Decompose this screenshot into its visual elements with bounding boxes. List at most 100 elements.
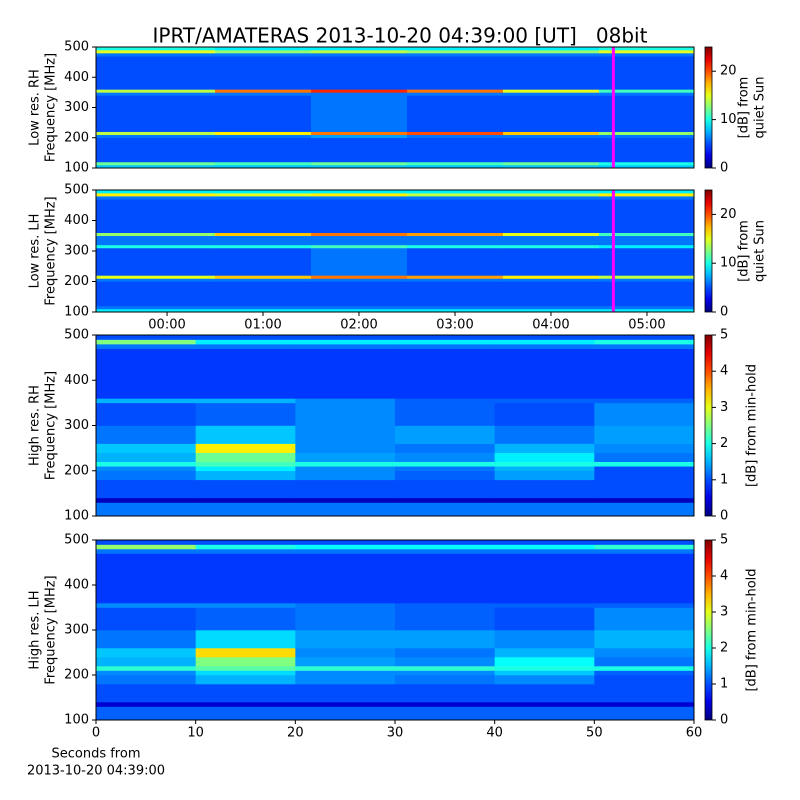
x-axis-label: Seconds from [51, 747, 140, 762]
heatmap-cell [215, 89, 312, 93]
heatmap-cell [594, 540, 695, 545]
heatmap-cell [598, 131, 695, 136]
heatmap-cell [406, 50, 504, 54]
heatmap-cell [406, 92, 504, 96]
heatmap-cell [295, 502, 396, 517]
heatmap-cell [311, 161, 408, 166]
heatmap-cell [406, 275, 504, 279]
x-tick-label: 02:00 [340, 318, 377, 333]
heatmap-cell [406, 56, 504, 90]
heatmap-cell [311, 134, 408, 139]
heatmap-cell [502, 275, 600, 279]
heatmap-cell [311, 190, 408, 194]
colorbar-tick-label: 3 [720, 400, 728, 415]
heatmap-cell [215, 190, 312, 194]
colorbar-tick-label: 0 [720, 305, 728, 320]
heatmap-cell [96, 666, 197, 671]
x-tick-label: 60 [686, 726, 703, 741]
heatmap-cell [295, 702, 396, 707]
heatmap-cell [215, 134, 312, 139]
heatmap-cell [395, 452, 496, 462]
heatmap-cell [494, 607, 595, 631]
colorbar-tick-label: 2 [720, 641, 728, 656]
heatmap-cell [406, 232, 504, 237]
heatmap-cell [594, 452, 695, 462]
x-tick-label: 0 [92, 726, 100, 741]
heatmap-cell [295, 335, 396, 340]
heatmap-cell [295, 398, 396, 404]
heatmap-cell [311, 95, 408, 132]
heatmap-cell [598, 53, 695, 57]
heatmap-cell [96, 275, 216, 279]
heatmap-cell [494, 553, 595, 604]
heatmap-cell [295, 630, 396, 649]
heatmap-cell [215, 247, 312, 276]
heatmap-cell [395, 630, 496, 649]
heatmap-cell [494, 344, 595, 349]
x-tick-label: 10 [187, 726, 204, 741]
heatmap-cell [295, 344, 396, 349]
colorbar-label: [dB] from [737, 77, 752, 139]
y-axis-label: Frequency [MHz] [44, 575, 59, 684]
heatmap-cell [195, 544, 296, 550]
figure-title: IPRT/AMATERAS 2013-10-20 04:39:00 [UT] 0… [153, 24, 648, 48]
heatmap-cell [395, 461, 496, 467]
heatmap-cell [295, 657, 396, 667]
heatmap-cell [395, 402, 496, 426]
heatmap-cell [195, 398, 296, 404]
heatmap-cell [96, 549, 197, 554]
heatmap-cell [494, 648, 595, 658]
heatmap-cell [406, 164, 504, 169]
heatmap-cell [195, 339, 296, 345]
heatmap-cell [395, 553, 496, 604]
heatmap-cell [494, 549, 595, 554]
heatmap-cell [96, 402, 197, 426]
heatmap-cell [598, 199, 695, 233]
heatmap-cell [598, 56, 695, 90]
colorbar-label: quiet Sun [753, 76, 768, 138]
heatmap-cell [395, 702, 496, 707]
heatmap-cell [594, 553, 695, 604]
heatmap-cell [502, 161, 600, 166]
heatmap-cell [395, 335, 496, 340]
heatmap-cell [494, 470, 595, 481]
heatmap-cell [215, 305, 312, 310]
y-tick-label: 200 [64, 130, 89, 145]
heatmap-cell [96, 630, 197, 649]
heatmap-cell [295, 675, 396, 685]
heatmap-cell [195, 402, 296, 426]
heatmap-cell [594, 335, 695, 340]
heatmap-cell [311, 247, 408, 276]
heatmap-cell [502, 199, 600, 233]
heatmap-cell [494, 670, 595, 676]
heatmap-cell [295, 607, 396, 631]
heatmap-cell [502, 193, 600, 197]
x-tick-label: 04:00 [532, 318, 569, 333]
heatmap-cell [311, 92, 408, 96]
heatmap-cell [502, 134, 600, 139]
colorbar-tick-label: 3 [720, 605, 728, 620]
heatmap-cell [195, 335, 296, 340]
heatmap-cell [502, 235, 600, 246]
heatmap-cell [594, 675, 695, 685]
heatmap-cell [215, 50, 312, 54]
x-tick-label: 40 [486, 726, 503, 741]
colorbar-tick-label: 20 [720, 64, 737, 79]
heatmap-cell [598, 92, 695, 96]
heatmap-cell [406, 235, 504, 246]
heatmap-cell [96, 50, 216, 54]
heatmap-cell [494, 603, 595, 608]
heatmap-cell [406, 193, 504, 197]
heatmap-cell [406, 47, 504, 51]
y-axis-label: Frequency [MHz] [44, 53, 59, 162]
heatmap-cell [295, 470, 396, 481]
heatmap-cell [215, 53, 312, 57]
heatmap-cell [311, 305, 408, 310]
heatmap-cell [502, 50, 600, 54]
heatmap-cell [311, 278, 408, 282]
heatmap-cell [594, 339, 695, 345]
heatmap-cell [594, 706, 695, 721]
colorbar-tick-label: 1 [720, 677, 728, 692]
heatmap-cell [494, 452, 595, 462]
